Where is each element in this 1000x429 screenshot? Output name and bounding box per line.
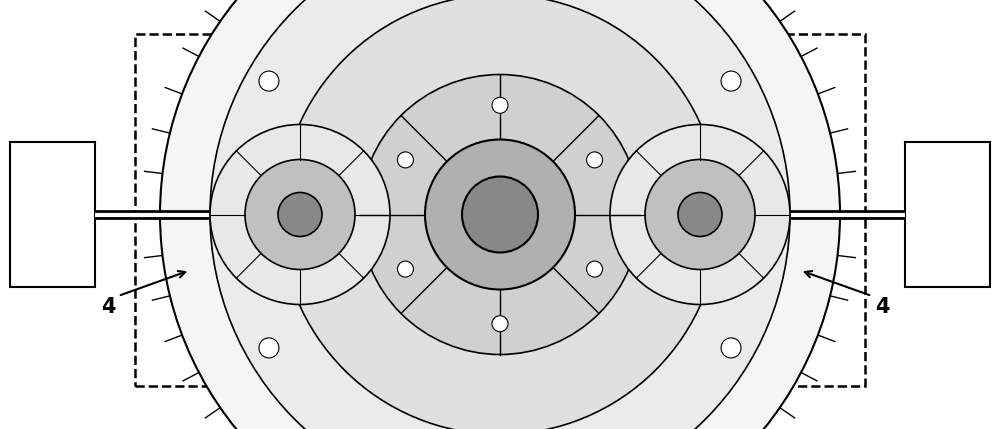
Ellipse shape xyxy=(210,0,790,429)
Ellipse shape xyxy=(462,176,538,253)
Ellipse shape xyxy=(492,97,508,113)
Text: 6: 6 xyxy=(553,374,567,394)
Ellipse shape xyxy=(210,124,390,305)
Ellipse shape xyxy=(492,316,508,332)
Bar xyxy=(350,196,500,233)
Ellipse shape xyxy=(757,205,777,224)
Ellipse shape xyxy=(223,205,243,224)
Bar xyxy=(550,60,610,69)
Text: 3: 3 xyxy=(408,393,422,412)
Text: 4: 4 xyxy=(101,297,115,317)
Text: 1: 1 xyxy=(45,205,59,224)
Ellipse shape xyxy=(259,71,279,91)
Ellipse shape xyxy=(645,160,755,269)
Ellipse shape xyxy=(245,160,355,269)
Ellipse shape xyxy=(587,152,603,168)
Ellipse shape xyxy=(721,71,741,91)
Ellipse shape xyxy=(360,75,640,354)
Bar xyxy=(905,142,990,287)
Ellipse shape xyxy=(678,193,722,236)
Ellipse shape xyxy=(278,193,322,236)
Ellipse shape xyxy=(160,0,840,429)
Ellipse shape xyxy=(721,338,741,358)
Bar xyxy=(135,34,865,386)
Ellipse shape xyxy=(397,261,413,277)
Ellipse shape xyxy=(280,0,720,429)
Bar xyxy=(10,142,95,287)
Text: 5: 5 xyxy=(493,33,507,53)
Bar xyxy=(410,69,430,189)
Ellipse shape xyxy=(259,338,279,358)
Text: 4: 4 xyxy=(875,297,889,317)
Ellipse shape xyxy=(587,261,603,277)
Text: 1: 1 xyxy=(941,205,955,224)
Bar xyxy=(500,196,650,233)
Ellipse shape xyxy=(397,152,413,168)
Ellipse shape xyxy=(610,124,790,305)
Bar xyxy=(390,60,450,69)
Bar xyxy=(570,69,590,189)
Ellipse shape xyxy=(425,139,575,290)
